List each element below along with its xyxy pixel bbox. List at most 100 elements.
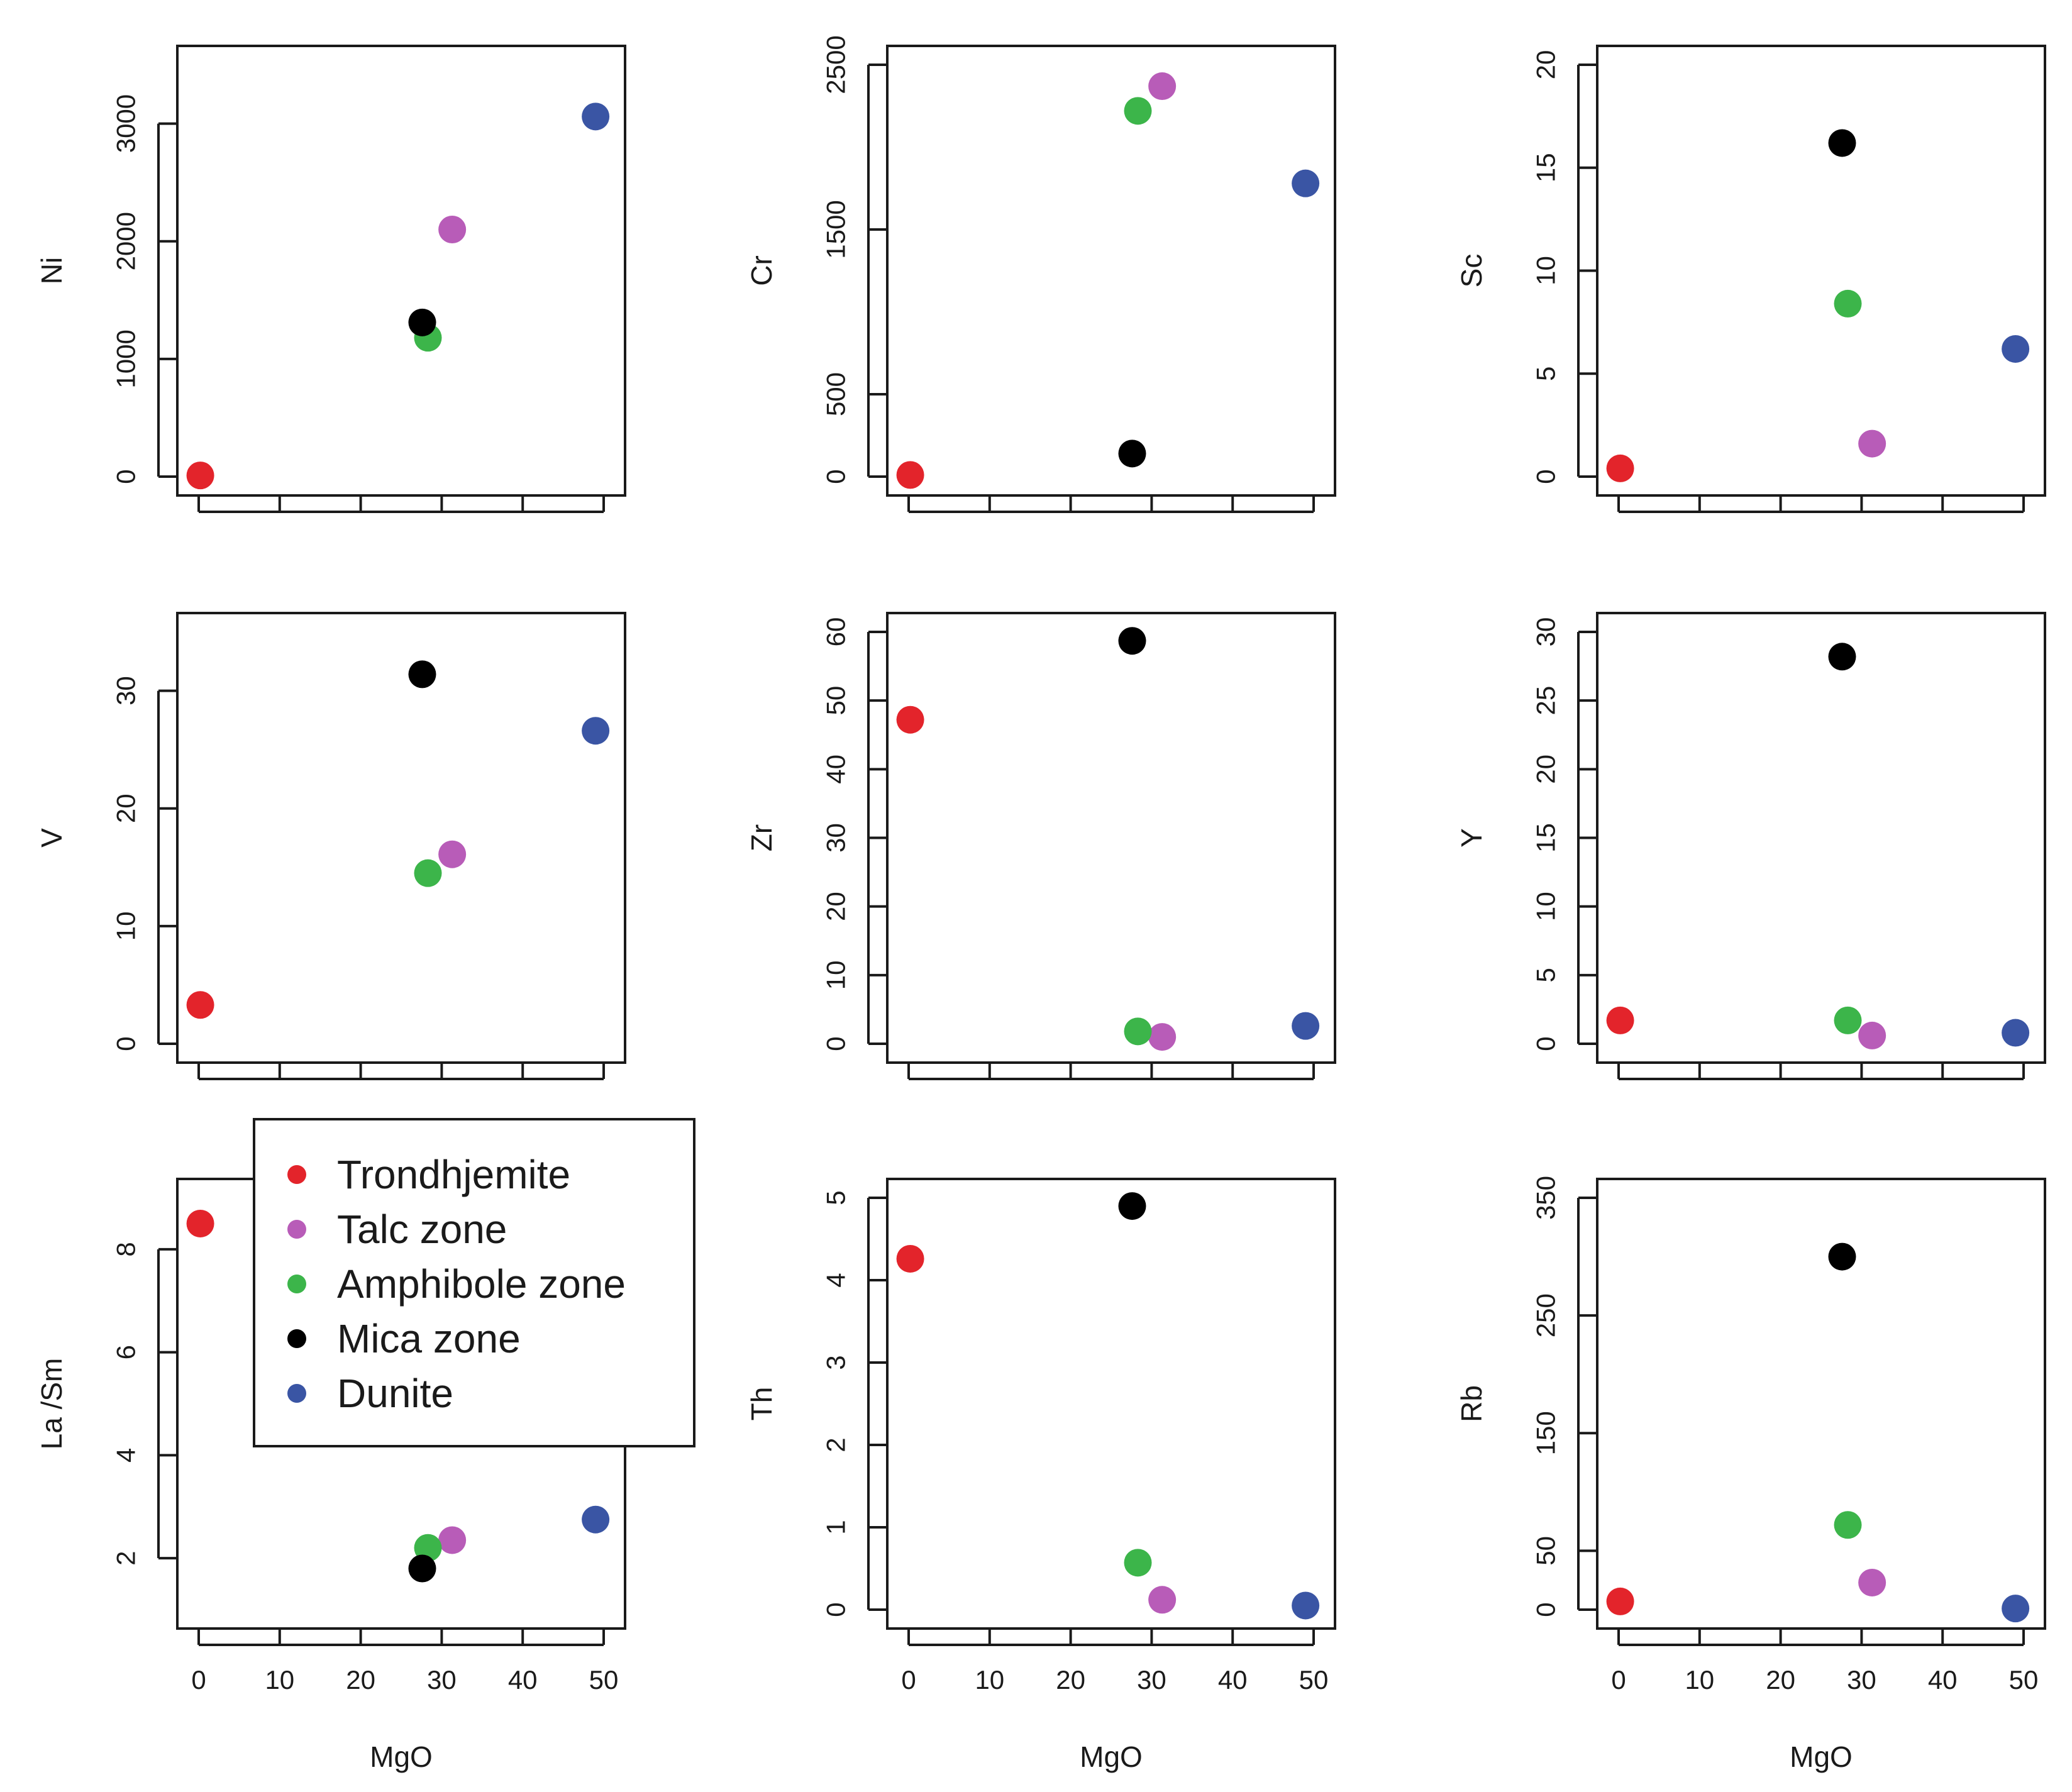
y-tick-label: 4 (111, 1448, 141, 1463)
y-tick-label: 3000 (111, 94, 141, 153)
x-axis-title: MgO (370, 1740, 433, 1773)
data-point-trondhjemite (186, 462, 214, 490)
y-tick-label: 15 (1531, 153, 1561, 182)
data-point-trondhjemite (896, 461, 924, 489)
y-axis-title: Ni (35, 257, 68, 284)
data-point-mica-zone (408, 1554, 436, 1583)
x-tick-label: 30 (1137, 1665, 1166, 1695)
y-tick-label: 20 (1531, 50, 1561, 80)
data-point-talc-zone (1858, 429, 1886, 458)
legend-entry-talc-zone: Talc zone (287, 1207, 507, 1252)
panel-la-sm: 2 4 6 8 0 10 20 30 40 50 La /Sm MgO (35, 1178, 626, 1773)
plot-frame (176, 45, 626, 497)
y-tick-label: 0 (1531, 1036, 1561, 1051)
y-tick-label: 20 (1531, 755, 1561, 784)
data-point-mica-zone (1118, 627, 1146, 655)
x-tick-label: 10 (1685, 1665, 1714, 1695)
legend-label: Talc zone (337, 1207, 507, 1252)
y-tick-label: 0 (1531, 469, 1561, 484)
y-axis-title: Y (1455, 828, 1488, 848)
legend-marker (287, 1220, 306, 1239)
data-point-dunite (582, 1505, 610, 1534)
data-point-talc-zone (438, 216, 467, 243)
x-tick-label: 0 (901, 1665, 916, 1695)
legend-entry-amphibole-zone: Amphibole zone (287, 1261, 626, 1307)
data-point-mica-zone (1118, 1192, 1146, 1220)
legend-marker (287, 1384, 306, 1403)
panel-y: 0 5 10 15 20 25 30 Y (1455, 612, 2046, 1080)
y-tick-label: 30 (1531, 617, 1561, 647)
y-tick-label: 5 (1531, 367, 1561, 381)
data-point-trondhjemite (1606, 1006, 1634, 1034)
y-tick-label: 10 (1531, 256, 1561, 285)
y-tick-label: 20 (111, 794, 141, 823)
data-point-mica-zone (1118, 440, 1146, 468)
x-tick-label: 10 (265, 1665, 294, 1695)
x-tick-label: 50 (2009, 1665, 2039, 1695)
data-point-mica-zone (408, 660, 436, 689)
y-tick-label: 3 (821, 1355, 851, 1369)
plot-frame (176, 612, 626, 1064)
y-tick-label: 10 (821, 960, 851, 990)
data-point-talc-zone (1148, 72, 1177, 101)
x-tick-label: 20 (346, 1665, 375, 1695)
y-tick-label: 50 (821, 686, 851, 716)
y-tick-label: 5 (1531, 968, 1561, 982)
plot-frame (886, 1178, 1336, 1630)
y-tick-label: 10 (1531, 892, 1561, 921)
data-point-mica-zone (1828, 643, 1856, 671)
y-tick-label: 1 (821, 1520, 851, 1534)
x-tick-label: 0 (1611, 1665, 1626, 1695)
y-tick-label: 50 (1531, 1536, 1561, 1566)
data-point-talc-zone (438, 840, 467, 868)
data-point-dunite (1292, 1012, 1320, 1040)
y-axis-title: La /Sm (35, 1358, 68, 1450)
y-tick-label: 5 (821, 1190, 851, 1205)
y-tick-label: 1500 (821, 200, 851, 258)
x-tick-label: 0 (191, 1665, 206, 1695)
data-point-amphibole-zone (1834, 289, 1862, 318)
y-tick-label: 30 (821, 823, 851, 853)
legend-label: Dunite (337, 1371, 453, 1416)
legend-entry-dunite: Dunite (287, 1371, 453, 1416)
y-axis-title: Cr (745, 255, 778, 286)
y-tick-label: 2000 (111, 212, 141, 270)
y-tick-label: 500 (821, 372, 851, 416)
y-tick-label: 0 (111, 469, 141, 484)
y-tick-label: 6 (111, 1345, 141, 1359)
data-point-talc-zone (1858, 1568, 1886, 1596)
data-point-mica-zone (1828, 129, 1856, 157)
y-axis-title: Th (745, 1387, 778, 1421)
x-tick-label: 20 (1766, 1665, 1795, 1695)
data-point-amphibole-zone (414, 859, 442, 887)
data-point-talc-zone (438, 1526, 467, 1554)
panel-rb: 0 50 150 250 350 0 10 20 30 40 50 Rb MgO (1455, 1176, 2046, 1773)
data-point-amphibole-zone (1124, 1549, 1152, 1577)
panel-zr: 0 10 20 30 40 50 60 Zr (745, 612, 1336, 1080)
x-tick-label: 40 (1218, 1665, 1248, 1695)
y-axis-title: Zr (745, 824, 778, 851)
x-tick-label: 10 (975, 1665, 1004, 1695)
x-tick-label: 40 (508, 1665, 538, 1695)
data-point-amphibole-zone (1124, 97, 1152, 125)
legend-entry-mica-zone: Mica zone (287, 1316, 521, 1361)
plot-frame (886, 612, 1336, 1064)
y-tick-label: 2 (111, 1551, 141, 1565)
x-axis-title: MgO (1080, 1740, 1143, 1773)
y-tick-label: 0 (821, 1602, 851, 1617)
legend-marker (287, 1165, 306, 1184)
y-tick-label: 40 (821, 755, 851, 784)
y-tick-label: 1000 (111, 329, 141, 388)
legend-marker (287, 1275, 306, 1293)
data-point-mica-zone (1828, 1242, 1856, 1271)
data-point-mica-zone (408, 308, 436, 336)
y-tick-label: 350 (1531, 1176, 1561, 1220)
y-tick-label: 0 (821, 1036, 851, 1051)
plot-frame (1596, 612, 2046, 1064)
panels-layer: 0100020003000Ni050015002500Cr05101520Sc0… (35, 35, 2046, 1773)
legend: Trondhjemite Talc zone Amphibole zone Mi… (253, 1118, 695, 1447)
y-axis-title: Sc (1455, 254, 1488, 288)
data-point-dunite (582, 717, 610, 745)
data-point-trondhjemite (896, 705, 924, 734)
x-tick-label: 30 (1847, 1665, 1876, 1695)
